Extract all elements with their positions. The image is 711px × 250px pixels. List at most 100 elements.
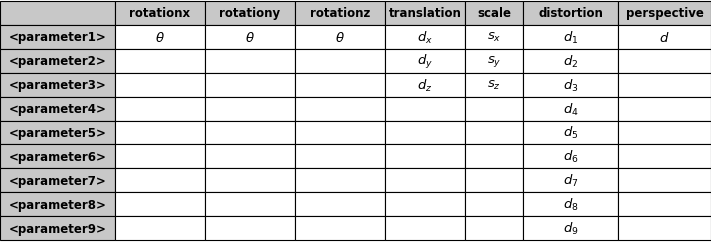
Bar — [465, 169, 523, 192]
Bar — [523, 121, 618, 145]
Bar — [115, 169, 205, 192]
Bar — [0, 97, 115, 121]
Bar — [205, 169, 295, 192]
Text: $s_y$: $s_y$ — [487, 54, 501, 69]
Text: $d_2$: $d_2$ — [563, 54, 578, 70]
Bar — [115, 97, 205, 121]
Bar — [205, 26, 295, 50]
Text: $\theta$: $\theta$ — [245, 31, 255, 45]
Bar — [295, 26, 385, 50]
Text: <parameter7>: <parameter7> — [9, 174, 107, 187]
Bar — [523, 2, 618, 26]
Bar — [295, 169, 385, 192]
Text: distortion: distortion — [538, 8, 603, 20]
Text: $\theta$: $\theta$ — [155, 31, 165, 45]
Bar — [385, 169, 465, 192]
Bar — [205, 97, 295, 121]
Text: translation: translation — [389, 8, 461, 20]
Bar — [115, 192, 205, 216]
Text: <parameter5>: <parameter5> — [9, 126, 107, 140]
Bar — [465, 145, 523, 169]
Bar — [115, 74, 205, 97]
Text: <parameter4>: <parameter4> — [9, 103, 107, 116]
Bar — [205, 2, 295, 26]
Bar — [523, 192, 618, 216]
Bar — [523, 50, 618, 74]
Text: $d_8$: $d_8$ — [562, 196, 578, 212]
Bar — [115, 26, 205, 50]
Text: perspective: perspective — [626, 8, 703, 20]
Bar — [618, 97, 711, 121]
Bar — [523, 145, 618, 169]
Bar — [618, 50, 711, 74]
Bar — [618, 121, 711, 145]
Text: $\theta$: $\theta$ — [335, 31, 345, 45]
Bar — [0, 145, 115, 169]
Text: $d_5$: $d_5$ — [563, 125, 578, 141]
Bar — [205, 74, 295, 97]
Bar — [115, 2, 205, 26]
Bar — [0, 26, 115, 50]
Bar — [205, 145, 295, 169]
Text: <parameter3>: <parameter3> — [9, 79, 107, 92]
Bar — [295, 2, 385, 26]
Text: <parameter2>: <parameter2> — [9, 55, 107, 68]
Bar — [465, 26, 523, 50]
Bar — [618, 26, 711, 50]
Bar — [295, 192, 385, 216]
Bar — [385, 26, 465, 50]
Bar — [295, 97, 385, 121]
Text: $d_7$: $d_7$ — [562, 172, 578, 188]
Bar — [618, 169, 711, 192]
Text: rotationx: rotationx — [129, 8, 191, 20]
Bar — [523, 74, 618, 97]
Text: $d_3$: $d_3$ — [562, 77, 578, 93]
Bar — [385, 50, 465, 74]
Bar — [465, 74, 523, 97]
Bar — [0, 121, 115, 145]
Bar — [385, 121, 465, 145]
Text: $d$: $d$ — [659, 31, 670, 45]
Bar — [385, 97, 465, 121]
Bar — [618, 216, 711, 240]
Bar — [295, 121, 385, 145]
Bar — [385, 216, 465, 240]
Bar — [465, 216, 523, 240]
Text: rotationy: rotationy — [220, 8, 281, 20]
Bar — [618, 145, 711, 169]
Bar — [0, 50, 115, 74]
Text: $d_x$: $d_x$ — [417, 30, 433, 46]
Bar — [523, 26, 618, 50]
Bar — [385, 145, 465, 169]
Text: rotationz: rotationz — [310, 8, 370, 20]
Bar — [115, 216, 205, 240]
Bar — [618, 74, 711, 97]
Bar — [465, 97, 523, 121]
Text: scale: scale — [477, 8, 511, 20]
Text: $d_4$: $d_4$ — [562, 101, 578, 117]
Bar — [385, 2, 465, 26]
Bar — [523, 169, 618, 192]
Text: $d_1$: $d_1$ — [563, 30, 578, 46]
Bar — [115, 50, 205, 74]
Bar — [205, 192, 295, 216]
Bar — [295, 74, 385, 97]
Bar — [205, 50, 295, 74]
Bar — [0, 2, 115, 26]
Bar — [295, 50, 385, 74]
Text: $s_z$: $s_z$ — [487, 79, 501, 92]
Bar — [0, 169, 115, 192]
Bar — [465, 121, 523, 145]
Bar — [205, 121, 295, 145]
Bar — [0, 192, 115, 216]
Bar — [465, 2, 523, 26]
Bar — [0, 74, 115, 97]
Bar — [523, 216, 618, 240]
Text: $d_6$: $d_6$ — [562, 149, 578, 165]
Text: $d_9$: $d_9$ — [562, 220, 578, 236]
Bar — [465, 50, 523, 74]
Text: $s_x$: $s_x$ — [487, 31, 501, 44]
Bar — [385, 192, 465, 216]
Text: <parameter1>: <parameter1> — [9, 31, 107, 44]
Bar — [385, 74, 465, 97]
